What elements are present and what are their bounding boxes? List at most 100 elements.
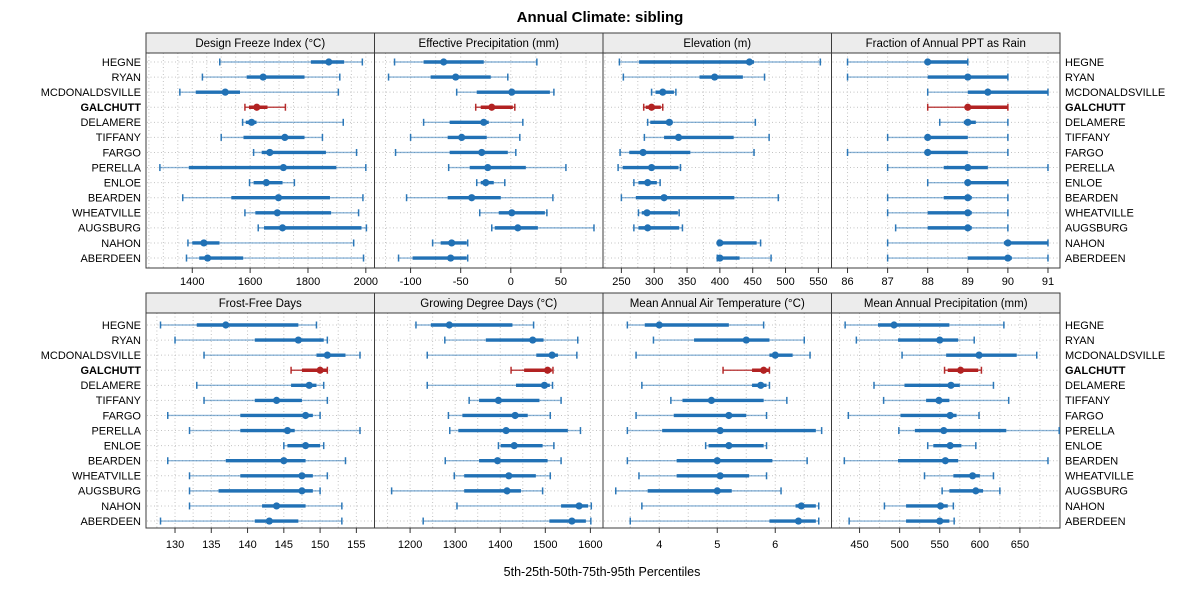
median-dot: [514, 224, 522, 232]
axis-tick-label: 145: [275, 539, 293, 551]
percentile-row-fargo: [394, 148, 517, 157]
percentile-row-wheatville: [453, 472, 552, 480]
median-dot: [956, 366, 965, 374]
median-dot: [548, 351, 556, 359]
median-dot: [674, 133, 683, 141]
percentile-row-fargo: [167, 411, 321, 420]
axis-tick-label: 450: [850, 539, 868, 551]
median-dot: [644, 179, 652, 187]
median-dot: [272, 396, 281, 404]
median-dot: [665, 118, 673, 126]
station-label-right-ryan: RYAN: [1065, 72, 1095, 84]
median-dot: [716, 254, 724, 262]
station-label-right-tiffany: TIFFANY: [1065, 132, 1111, 144]
median-dot: [984, 88, 992, 96]
axis-tick-label: 550: [931, 539, 949, 551]
percentile-row-delamere: [241, 118, 345, 126]
station-label-left-bearden: BEARDEN: [88, 456, 141, 468]
median-dot: [494, 396, 503, 404]
median-dot: [924, 148, 932, 157]
station-label-left-galchutt: GALCHUTT: [81, 365, 142, 377]
median-dot: [936, 502, 945, 510]
station-label-left-augsburg: AUGSBURG: [78, 223, 141, 235]
station-label-right-nahon: NAHON: [1065, 238, 1105, 250]
median-dot: [924, 133, 932, 141]
percentile-row-augsburg: [491, 224, 595, 232]
percentile-row-augsburg: [188, 487, 321, 495]
median-dot: [484, 163, 492, 172]
percentile-row-wheatville: [188, 472, 329, 480]
median-dot: [468, 194, 476, 202]
median-dot: [969, 472, 977, 480]
panel-fraction-of-annual-ppt-as-rain: Fraction of Annual PPT as Rain 86 87 88 89 90…: [831, 32, 1061, 288]
median-dot: [975, 351, 983, 359]
percentile-row-mcdonaldsville: [635, 351, 811, 359]
axis-tick-label: 1600: [578, 539, 602, 551]
station-label-left-aberdeen: ABERDEEN: [80, 516, 141, 528]
station-label-left-hegne: HEGNE: [102, 57, 141, 69]
station-label-right-galchutt: GALCHUTT: [1065, 102, 1126, 114]
median-dot: [890, 321, 898, 329]
percentile-row-wheatville: [637, 209, 680, 217]
percentile-row-augsburg: [633, 224, 684, 232]
axis-tick-label: 650: [1011, 539, 1029, 551]
median-dot: [204, 254, 212, 262]
median-dot: [259, 73, 267, 81]
axis-tick-label: 1800: [296, 276, 320, 288]
median-dot: [440, 58, 448, 66]
station-labels: HEGNE HEGNE RYAN RYAN MCDONALDSVILLE MCDONALD…: [41, 57, 1166, 528]
median-dot: [716, 472, 724, 480]
station-label-left-mcdonaldsville: MCDONALDSVILLE: [41, 350, 141, 362]
panel-border: [145, 312, 375, 529]
station-label-left-tiffany: TIFFANY: [96, 395, 142, 407]
percentile-row-nahon: [456, 502, 593, 510]
strip-title-mean-annual-precipitation-mm: Mean Annual Precipitation (mm): [864, 298, 1028, 310]
percentile-row-bearden: [167, 457, 347, 465]
percentile-row-delamere: [422, 118, 524, 126]
median-dot: [480, 118, 488, 126]
percentile-row-delamere: [873, 381, 995, 389]
median-dot: [529, 336, 537, 344]
percentile-row-hegne: [846, 58, 969, 66]
median-dot: [644, 224, 652, 232]
figure-caption: 5th-25th-50th-75th-95th Percentiles: [504, 565, 701, 579]
station-label-left-ryan: RYAN: [111, 335, 141, 347]
median-dot: [301, 411, 310, 420]
axis-tick-label: 1200: [398, 539, 422, 551]
percentile-row-perella: [898, 426, 1060, 435]
median-dot: [742, 336, 750, 344]
median-dot: [575, 502, 583, 510]
axis-tick-label: 89: [962, 276, 974, 288]
station-label-left-augsburg: AUGSBURG: [78, 486, 141, 498]
station-label-right-ryan: RYAN: [1065, 335, 1095, 347]
percentile-row-hegne: [159, 321, 318, 329]
median-dot: [458, 133, 466, 141]
percentile-row-hegne: [393, 58, 538, 66]
station-label-right-delamere: DELAMERE: [1065, 117, 1126, 129]
strip-title-effective-precipitation-mm: Effective Precipitation (mm): [419, 38, 560, 50]
percentile-row-ryan: [444, 336, 579, 344]
panel-frost-free-days: Frost-Free Days 130 135 140 145 150 155: [145, 292, 375, 551]
percentile-row-ryan: [201, 73, 341, 81]
station-label-right-delamere: DELAMERE: [1065, 380, 1126, 392]
percentile-row-nahon: [431, 239, 469, 247]
station-label-right-tiffany: TIFFANY: [1065, 395, 1111, 407]
median-dot: [716, 426, 724, 435]
median-dot: [947, 381, 955, 389]
percentile-row-tiffany: [882, 396, 1010, 404]
percentile-row-nahon: [886, 239, 1049, 247]
median-dot: [771, 351, 779, 359]
axis-tick-label: 1400: [180, 276, 204, 288]
percentile-row-enloe: [926, 179, 1009, 187]
median-dot: [448, 239, 456, 247]
station-label-right-fargo: FARGO: [1065, 147, 1104, 159]
station-label-right-augsburg: AUGSBURG: [1065, 223, 1128, 235]
station-label-right-bearden: BEARDEN: [1065, 193, 1118, 205]
median-dot: [936, 517, 944, 525]
percentile-row-aberdeen: [185, 254, 365, 262]
percentile-row-mcdonaldsville: [926, 88, 1049, 96]
percentile-row-fargo: [635, 411, 768, 420]
station-label-left-delamere: DELAMERE: [80, 117, 141, 129]
median-dot: [1004, 239, 1012, 247]
median-dot: [946, 411, 954, 420]
